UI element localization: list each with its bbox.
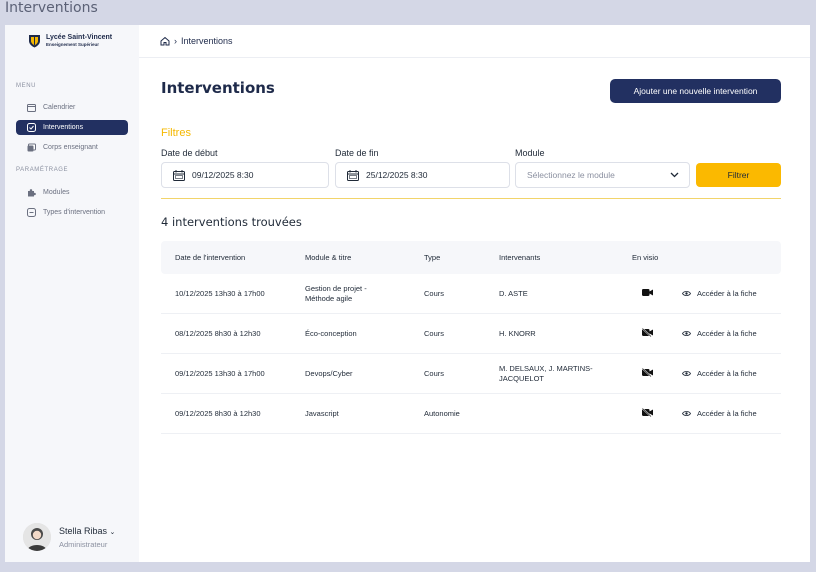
row-type: Cours (424, 328, 445, 338)
chevron-down-icon (670, 172, 679, 178)
sidebar: Lycée Saint-Vincent Enseignement Supérie… (5, 25, 139, 562)
view-record-label: Accéder à la fiche (697, 288, 757, 298)
row-speakers: D. ASTE (499, 288, 528, 298)
header-date: Date de l'intervention (175, 252, 246, 262)
settings-section-label: PARAMÉTRAGE (16, 167, 69, 173)
user-menu[interactable]: Stella Ribas ⌄ Administrateur (23, 523, 115, 551)
interventions-table: Date de l'intervention Module & titre Ty… (161, 241, 781, 434)
chevron-down-icon: ⌄ (109, 528, 116, 536)
table-row: 08/12/2025 8h30 à 12h30 Éco-conception C… (161, 314, 781, 354)
table-row: 09/12/2025 8h30 à 12h30 Javascript Auton… (161, 394, 781, 434)
sidebar-item-label: Interventions (43, 124, 84, 131)
school-name: Lycée Saint-Vincent (46, 34, 113, 41)
start-date-label: Date de début (161, 148, 218, 158)
filter-button[interactable]: Filtrer (696, 163, 781, 187)
row-type: Autonomie (424, 408, 460, 418)
video-camera-off-icon (641, 367, 653, 380)
row-speakers: M. DELSAUX, J. MARTINS-JACQUELOT (499, 363, 593, 383)
breadcrumb-current[interactable]: Interventions (181, 36, 233, 46)
row-module: Gestion de projet - Méthode agile (305, 283, 367, 303)
row-speakers: H. KNORR (499, 328, 536, 338)
app-frame: Lycée Saint-Vincent Enseignement Supérie… (5, 25, 810, 562)
sidebar-item-label: Corps enseignant (43, 144, 98, 151)
header-speakers: Intervenants (499, 252, 541, 262)
page-title: Interventions (161, 79, 275, 97)
video-camera-icon (642, 288, 653, 299)
results-count: 4 interventions trouvées (161, 215, 302, 229)
row-date: 09/12/2025 13h30 à 17h00 (175, 368, 265, 378)
end-date-label: Date de fin (335, 148, 379, 158)
school-logo[interactable]: Lycée Saint-Vincent Enseignement Supérie… (28, 34, 112, 48)
end-date-field[interactable]: 25/12/2025 8:30 (335, 162, 510, 188)
breadcrumb-separator: › (174, 36, 177, 46)
minus-square-icon (27, 208, 36, 217)
view-record-label: Accéder à la fiche (697, 328, 757, 338)
breadcrumb: › Interventions (139, 25, 810, 58)
puzzle-icon (27, 188, 36, 197)
header-visio: En visio (632, 252, 659, 262)
header-module: Module & titre (305, 252, 352, 262)
module-label: Module (515, 148, 545, 158)
view-record-label: Accéder à la fiche (697, 408, 757, 418)
row-module: Devops/Cyber (305, 368, 353, 378)
start-date-value: 09/12/2025 8:30 (192, 170, 254, 180)
window-title: Interventions (5, 0, 98, 16)
main-content: › Interventions Interventions Ajouter un… (139, 25, 810, 562)
calendar-icon (347, 169, 359, 181)
row-module: Javascript (305, 408, 339, 418)
home-icon[interactable] (160, 36, 170, 46)
row-date: 10/12/2025 13h30 à 17h00 (175, 288, 265, 298)
video-camera-off-icon (641, 407, 653, 420)
row-type: Cours (424, 288, 445, 298)
eye-icon (682, 371, 691, 376)
start-date-field[interactable]: 09/12/2025 8:30 (161, 162, 329, 188)
header-type: Type (424, 252, 441, 262)
user-role: Administrateur (59, 539, 108, 549)
view-record-link[interactable]: Accéder à la fiche (682, 409, 757, 419)
table-row: 09/12/2025 13h30 à 17h00 Devops/Cyber Co… (161, 354, 781, 394)
filters-divider (161, 198, 781, 199)
eye-icon (682, 411, 691, 416)
sidebar-item-label: Calendrier (43, 104, 76, 111)
view-record-label: Accéder à la fiche (697, 368, 757, 378)
sidebar-item-label: Types d'intervention (43, 209, 106, 216)
row-type: Cours (424, 368, 445, 378)
module-select[interactable]: Sélectionnez le module (515, 162, 690, 188)
add-intervention-button[interactable]: Ajouter une nouvelle intervention (610, 79, 781, 103)
sidebar-item-types-intervention[interactable]: Types d'intervention (16, 205, 128, 220)
module-placeholder: Sélectionnez le module (527, 170, 615, 180)
calendar-icon (27, 103, 36, 112)
view-record-link[interactable]: Accéder à la fiche (682, 369, 757, 379)
calendar-icon (173, 169, 185, 181)
id-card-icon (27, 143, 36, 152)
sidebar-item-corps-enseignant[interactable]: Corps enseignant (16, 140, 128, 155)
filters-title: Filtres (161, 127, 191, 139)
sidebar-item-calendrier[interactable]: Calendrier (16, 100, 128, 115)
sidebar-item-modules[interactable]: Modules (16, 185, 128, 200)
user-name: Stella Ribas ⌄ (59, 525, 116, 536)
eye-icon (682, 331, 691, 336)
eye-icon (682, 291, 691, 296)
view-record-link[interactable]: Accéder à la fiche (682, 329, 757, 339)
sidebar-item-label: Modules (43, 189, 70, 196)
check-square-icon (27, 123, 36, 132)
avatar (23, 523, 51, 551)
view-record-link[interactable]: Accéder à la fiche (682, 289, 757, 299)
table-header: Date de l'intervention Module & titre Ty… (161, 241, 781, 274)
school-subtitle: Enseignement Supérieur (46, 42, 100, 47)
sidebar-item-interventions[interactable]: Interventions (16, 120, 128, 135)
table-row: 10/12/2025 13h30 à 17h00 Gestion de proj… (161, 274, 781, 314)
row-date: 08/12/2025 8h30 à 12h30 (175, 328, 261, 338)
video-camera-off-icon (641, 327, 653, 340)
row-module: Éco-conception (305, 328, 357, 338)
shield-icon (29, 35, 40, 48)
end-date-value: 25/12/2025 8:30 (366, 170, 428, 180)
row-date: 09/12/2025 8h30 à 12h30 (175, 408, 261, 418)
menu-section-label: MENU (16, 83, 37, 89)
